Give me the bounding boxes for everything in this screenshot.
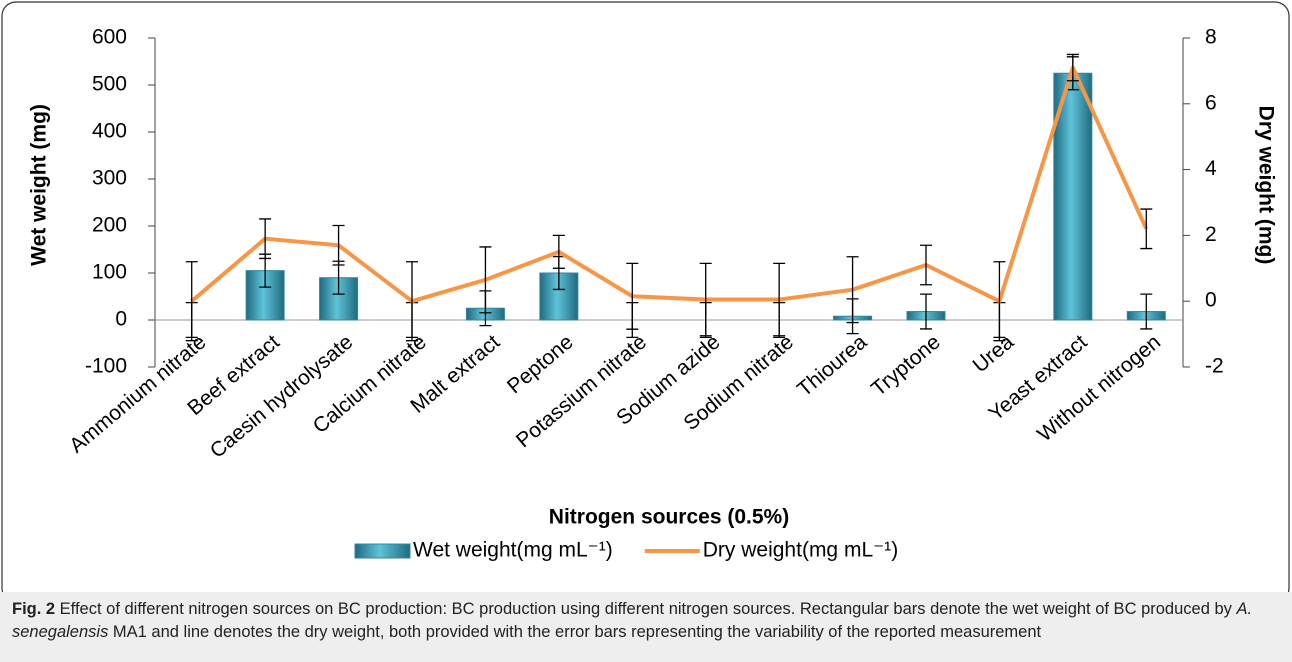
error-bar bbox=[699, 262, 712, 337]
error-bar bbox=[1140, 208, 1153, 250]
y-tick-label: 600 bbox=[92, 26, 127, 49]
y2-tick-label: 4 bbox=[1205, 157, 1217, 180]
error-bar bbox=[773, 262, 786, 337]
caption: Fig. 2 Effect of different nitrogen sour… bbox=[0, 592, 1292, 662]
x-axis-label: Nitrogen sources (0.5%) bbox=[549, 506, 789, 529]
legend-label: Dry weight(mg mL⁻¹) bbox=[703, 539, 898, 562]
y2-tick-label: 0 bbox=[1205, 289, 1217, 312]
y2-tick-label: 6 bbox=[1205, 91, 1217, 114]
y-tick-label: -100 bbox=[85, 355, 127, 378]
y-tick-label: 400 bbox=[92, 120, 127, 143]
x-tick-label: Caesin hydrolysate bbox=[206, 330, 358, 462]
x-tick-label: Thiourea bbox=[793, 330, 872, 401]
caption-text: Effect of different nitrogen sources on … bbox=[55, 600, 1237, 618]
y2-tick-label: 8 bbox=[1205, 26, 1217, 49]
x-tick-label: Tryptone bbox=[867, 330, 945, 400]
x-tick-label: Ammonium nitrate bbox=[65, 330, 210, 457]
error-bar bbox=[1066, 53, 1079, 82]
error-bar bbox=[552, 234, 565, 269]
y-tick-label: 200 bbox=[92, 214, 127, 237]
y2-axis-label: Dry weight (mg) bbox=[1254, 106, 1277, 265]
legend-swatch bbox=[354, 543, 411, 559]
error-bar bbox=[993, 261, 1006, 342]
error-bar bbox=[479, 246, 492, 314]
error-bar bbox=[1140, 293, 1153, 330]
y-tick-label: 300 bbox=[92, 167, 127, 190]
frame bbox=[1, 1, 1290, 592]
caption-text: MA1 and line denotes the dry weight, bot… bbox=[108, 623, 1042, 641]
y2-tick-label: 2 bbox=[1205, 223, 1217, 246]
legend-label: Wet weight(mg mL⁻¹) bbox=[413, 539, 613, 562]
error-bar bbox=[406, 261, 418, 342]
y-tick-label: 100 bbox=[92, 261, 127, 284]
caption-species: A. senegalensis bbox=[12, 600, 1253, 641]
line bbox=[190, 65, 1149, 304]
x-tick-label: Potassium nitrate bbox=[512, 330, 651, 452]
error-bar bbox=[332, 224, 345, 266]
x-tick-label: Without nitrogen bbox=[1033, 330, 1165, 446]
error-bar bbox=[920, 293, 932, 330]
error-bar bbox=[920, 244, 932, 286]
y-tick-label: 500 bbox=[92, 73, 127, 96]
error-bar bbox=[626, 262, 639, 330]
error-bar bbox=[846, 256, 859, 324]
y-axis-label: Wet weight (mg) bbox=[28, 104, 51, 266]
error-bar bbox=[185, 261, 198, 342]
y-tick-label: 0 bbox=[115, 308, 127, 331]
chart: Wet weight (mg) Dry weight (mg) Nitrogen… bbox=[1, 1, 1290, 592]
error-bar bbox=[259, 218, 272, 260]
caption-label: Fig. 2 bbox=[12, 600, 56, 618]
y2-tick-label: -2 bbox=[1205, 355, 1224, 378]
